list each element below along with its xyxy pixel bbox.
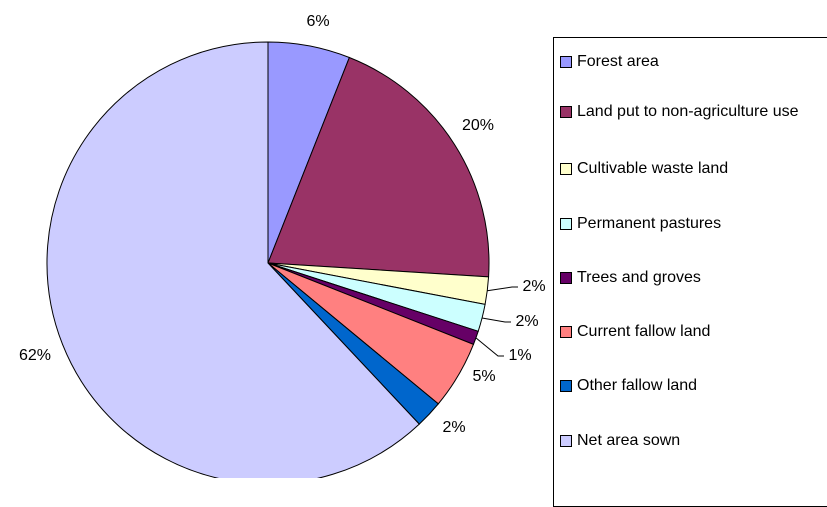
- data-label: 2%: [522, 278, 545, 295]
- legend-label: Other fallow land: [577, 377, 698, 394]
- legend-item: Current fallow land: [560, 322, 823, 341]
- legend-item: Cultivable waste land: [560, 159, 823, 178]
- legend-item: Other fallow land: [560, 376, 823, 395]
- leader-line: [481, 317, 511, 323]
- data-label: 6%: [306, 13, 329, 30]
- data-label: 62%: [19, 347, 51, 364]
- legend-item: Net area sown: [560, 431, 823, 450]
- legend-item: Trees and groves: [560, 268, 823, 287]
- legend-label: Forest area: [577, 53, 659, 70]
- legend-swatch: [560, 106, 572, 118]
- legend-label: Current fallow land: [577, 323, 711, 340]
- legend-swatch: [560, 272, 572, 284]
- legend-swatch: [560, 163, 572, 175]
- legend-swatch: [560, 56, 572, 68]
- leader-line: [475, 337, 504, 357]
- pie-slice: [267, 56, 490, 278]
- data-label: 20%: [462, 117, 494, 134]
- legend-label: Net area sown: [577, 432, 681, 449]
- pie-slice: [46, 41, 420, 478]
- data-label: 1%: [508, 347, 531, 364]
- legend-label: Permanent pastures: [577, 215, 722, 232]
- legend-label: Cultivable waste land: [577, 160, 729, 177]
- legend-item: Land put to non-agriculture use: [560, 102, 823, 121]
- legend-item: Permanent pastures: [560, 214, 823, 233]
- data-label: 2%: [442, 419, 465, 436]
- page: {"chart_data": {"type": "pie", "categori…: [18, 13, 827, 507]
- data-label: 5%: [472, 368, 495, 385]
- legend-swatch: [560, 380, 572, 392]
- legend: Forest area Land put to non-agriculture u…: [553, 37, 827, 507]
- data-label: 2%: [515, 313, 538, 330]
- leader-line: [487, 286, 518, 292]
- legend-label: Trees and groves: [577, 269, 701, 286]
- legend-label: Land put to non-agriculture use: [577, 103, 799, 120]
- chart: 6% 20% 2% 2% 1% 5% 2% 62%: [19, 13, 546, 478]
- legend-swatch: [560, 326, 572, 338]
- legend-swatch: [560, 218, 572, 230]
- legend-swatch: [560, 435, 572, 447]
- legend-item: Forest area: [560, 52, 823, 71]
